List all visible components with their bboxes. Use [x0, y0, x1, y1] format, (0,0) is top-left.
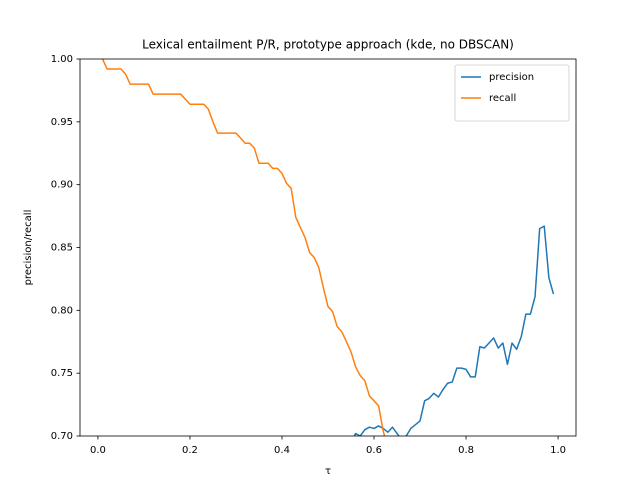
y-tick-label: 0.80 — [51, 305, 73, 316]
x-axis-label: τ — [325, 466, 331, 477]
x-tick-label: 0.0 — [90, 445, 106, 456]
chart-title: Lexical entailment P/R, prototype approa… — [142, 38, 514, 52]
plot-lines — [101, 59, 555, 436]
y-tick-label: 0.75 — [51, 368, 73, 379]
legend-label: precision — [489, 72, 534, 83]
y-axis-label: precision/recall — [23, 210, 34, 286]
legend-box — [454, 64, 570, 122]
x-tick-label: 0.8 — [458, 445, 474, 456]
y-tick-label: 0.70 — [51, 431, 73, 442]
y-tick-label: 1.00 — [51, 54, 73, 65]
series-line — [353, 225, 555, 436]
legend-label: recall — [489, 93, 516, 104]
x-tick-label: 0.4 — [274, 445, 290, 456]
x-tick-label: 0.6 — [366, 445, 382, 456]
x-tick-label: 0.2 — [182, 445, 198, 456]
series-line — [101, 59, 386, 436]
y-tick-label: 0.95 — [51, 117, 73, 128]
y-tick-label: 0.85 — [51, 243, 73, 254]
y-tick-label: 0.90 — [51, 180, 73, 191]
x-tick-label: 1.0 — [550, 445, 566, 456]
